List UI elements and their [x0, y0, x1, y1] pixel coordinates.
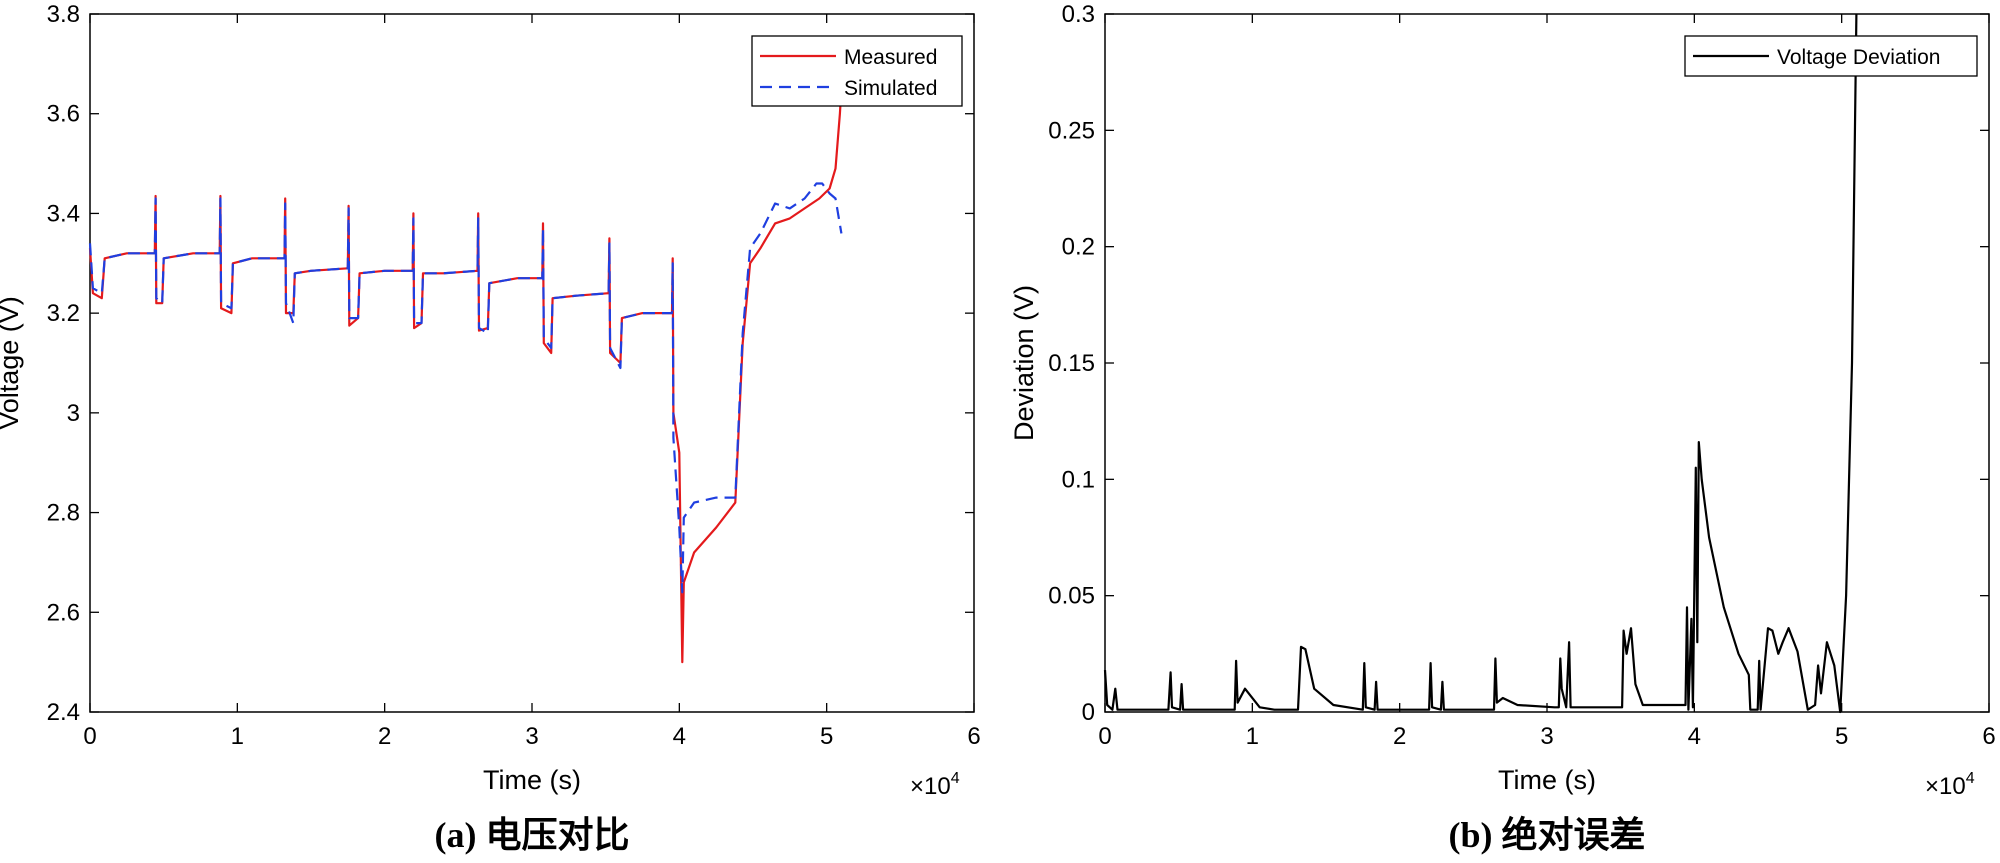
voltage-y-axis-label: Voltage (V): [0, 296, 24, 430]
voltage-x-tick-label: 4: [673, 723, 686, 750]
voltage-x-tick-label: 3: [525, 723, 538, 750]
deviation-x-ticks: 0 1 2 3 4 5 6: [1098, 14, 1996, 750]
deviation-y-tick-label: 0: [1082, 699, 1095, 726]
voltage-legend-label: Measured: [844, 46, 937, 69]
deviation-x-tick-label: 5: [1835, 723, 1848, 750]
deviation-y-tick-label: 0.25: [1048, 117, 1095, 144]
deviation-x-multiplier-exp: 4: [1966, 770, 1975, 787]
deviation-x-tick-label: 6: [1982, 723, 1995, 750]
voltage-x-tick-label: 0: [83, 723, 96, 750]
deviation-plot-lines: [1103, 13, 1858, 714]
voltage-x-tick-label: 2: [378, 723, 391, 750]
deviation-x-axis-label: Time (s): [1498, 765, 1596, 795]
voltage-x-ticks: 0 1 2 3 4 5 6: [83, 14, 981, 750]
deviation-y-tick-label: 0.15: [1048, 350, 1095, 377]
deviation-x-tick-label: 3: [1540, 723, 1553, 750]
deviation-x-tick-label: 2: [1393, 723, 1406, 750]
voltage-legend-box: [751, 35, 963, 107]
voltage-x-multiplier: ×104: [910, 770, 960, 800]
deviation-caption: (b) 绝对误差: [1449, 814, 1646, 855]
deviation-y-ticks: 0 0.05 0.1 0.15 0.2 0.25 0.3: [1048, 1, 1989, 726]
deviation-x-tick-label: 1: [1246, 723, 1259, 750]
voltage-legend: Measured Simulated: [751, 35, 963, 107]
voltage-series-simulated-line: [88, 182, 843, 594]
voltage-y-ticks: 2.4 2.6 2.8 3 3.2 3.4 3.6 3.8: [47, 1, 974, 726]
voltage-legend-label: Simulated: [844, 77, 937, 100]
voltage-y-tick-label: 2.4: [47, 699, 80, 726]
voltage-plot-lines: [88, 88, 843, 664]
voltage-y-tick-label: 3.6: [47, 101, 80, 128]
deviation-y-tick-label: 0.1: [1062, 466, 1095, 493]
deviation-x-multiplier: ×104: [1925, 770, 1975, 800]
deviation-y-axis-label: Deviation (V): [1009, 285, 1039, 441]
voltage-y-tick-label: 3.2: [47, 300, 80, 327]
voltage-x-tick-label: 5: [820, 723, 833, 750]
voltage-series-measured-line: [88, 88, 843, 664]
voltage-x-multiplier-base: ×10: [910, 773, 951, 800]
voltage-y-tick-label: 2.6: [47, 599, 80, 626]
deviation-legend-label: Voltage Deviation: [1777, 46, 1940, 69]
voltage-y-tick-label: 3.4: [47, 200, 80, 227]
voltage-x-axis-label: Time (s): [483, 765, 581, 795]
deviation-y-tick-label: 0.3: [1062, 1, 1095, 28]
deviation-x-tick-label: 0: [1098, 723, 1111, 750]
deviation-y-tick-label: 0.2: [1062, 234, 1095, 261]
voltage-x-tick-label: 6: [967, 723, 980, 750]
deviation-y-tick-label: 0.05: [1048, 583, 1095, 610]
deviation-legend: Voltage Deviation: [1684, 35, 1978, 77]
voltage-x-tick-label: 1: [231, 723, 244, 750]
deviation-series-voltage-deviation-line: [1103, 13, 1858, 714]
voltage-y-tick-label: 2.8: [47, 500, 80, 527]
voltage-y-tick-label: 3: [67, 400, 80, 427]
voltage-x-multiplier-exp: 4: [951, 770, 960, 787]
deviation-x-tick-label: 4: [1688, 723, 1701, 750]
deviation-x-multiplier-base: ×10: [1925, 773, 1966, 800]
voltage-caption: (a) 电压对比: [435, 815, 630, 855]
voltage-y-tick-label: 3.8: [47, 1, 80, 28]
